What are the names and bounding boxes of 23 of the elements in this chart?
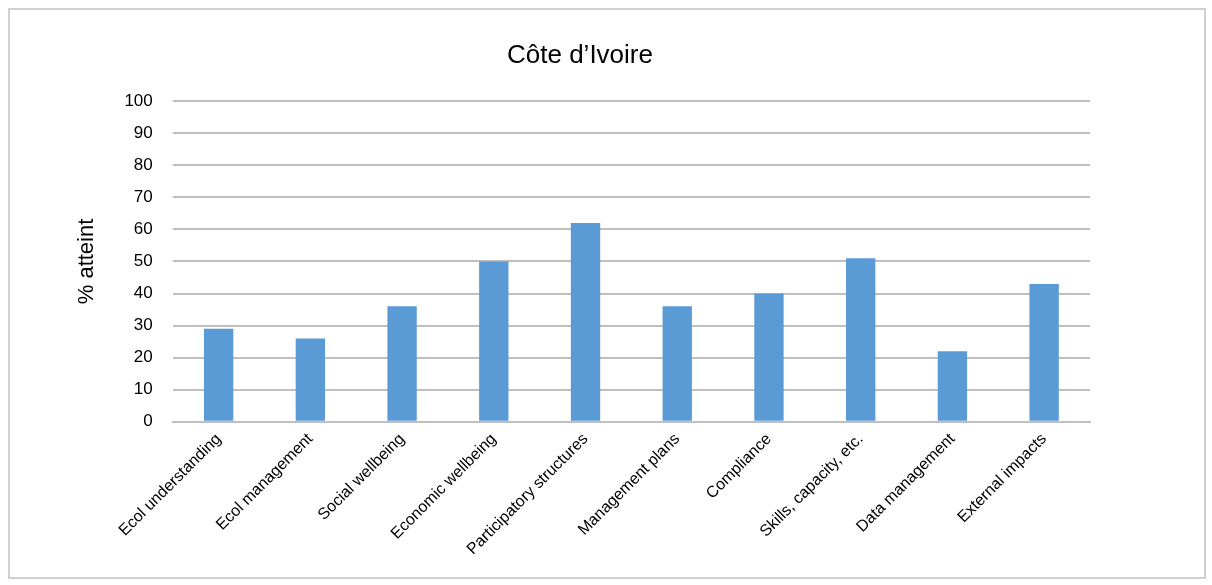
bar [295,338,326,421]
bar [203,328,234,421]
chart-title: Côte d’Ivoire [507,38,653,69]
y-axis-title: % atteint [73,218,99,305]
y-tick-label: 30 [133,315,153,335]
bar [754,293,784,421]
bar [846,258,876,421]
y-tick-label: 70 [133,187,153,207]
bar [937,351,968,421]
bar [662,306,692,421]
y-tick-label: 20 [133,347,153,367]
bar [570,223,601,421]
y-tick-label: 50 [133,251,153,271]
y-tick-label: 100 [124,90,153,110]
y-tick-label: 90 [133,122,153,142]
y-tick-label: 10 [133,379,153,399]
y-tick-label: 60 [133,219,153,239]
y-tick-label: 40 [133,283,153,303]
bar [1029,283,1059,421]
y-tick-label: 80 [133,154,153,174]
bar [479,261,509,421]
bar [387,306,417,421]
y-tick-label: 0 [143,411,153,431]
